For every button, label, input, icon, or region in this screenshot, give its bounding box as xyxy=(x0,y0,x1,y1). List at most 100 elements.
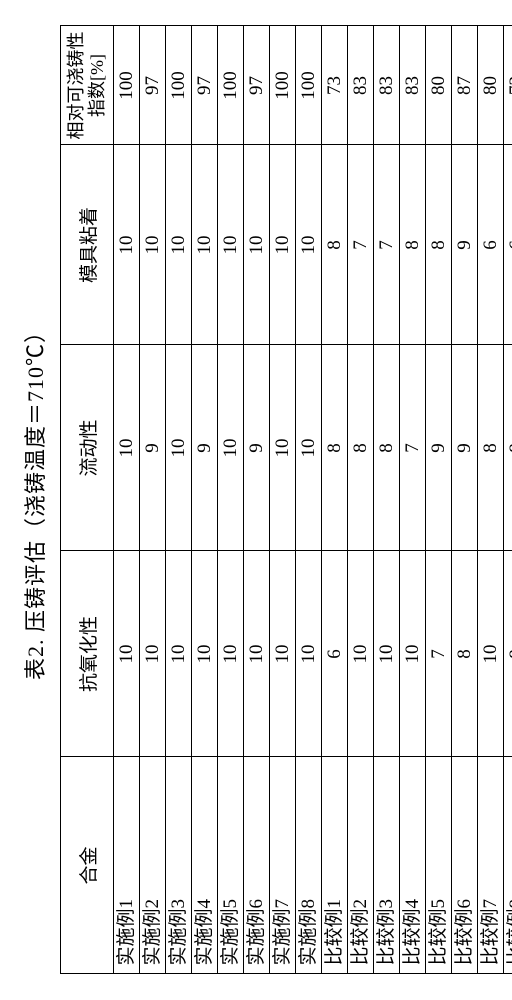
cell-cast-index: 100 xyxy=(218,26,244,145)
cell-alloy: 比较例5 xyxy=(426,757,452,974)
cell-oxidation: 6 xyxy=(322,551,348,757)
cell-fluidity: 9 xyxy=(140,345,166,551)
cell-fluidity: 8 xyxy=(504,345,512,551)
cell-fluidity: 7 xyxy=(400,345,426,551)
cell-cast-index: 87 xyxy=(452,26,478,145)
cell-sticking: 10 xyxy=(114,145,140,345)
cell-sticking: 10 xyxy=(218,145,244,345)
cell-oxidation: 10 xyxy=(166,551,192,757)
cell-fluidity: 10 xyxy=(114,345,140,551)
cell-oxidation: 7 xyxy=(426,551,452,757)
cell-cast-index: 73 xyxy=(504,26,512,145)
cell-alloy: 实施例4 xyxy=(192,757,218,974)
cell-alloy: 实施例8 xyxy=(296,757,322,974)
table-row: 比较例689987 xyxy=(452,26,478,974)
cell-fluidity: 9 xyxy=(244,345,270,551)
cell-oxidation: 10 xyxy=(374,551,400,757)
table-row: 比较例168873 xyxy=(322,26,348,974)
cell-cast-index: 97 xyxy=(140,26,166,145)
cell-sticking: 10 xyxy=(296,145,322,345)
rotated-content: 表2. 压铸评估（浇铸温度＝710℃） 合金 抗氧化性 流动性 模具粘着 相对可… xyxy=(0,0,512,1000)
cell-cast-index: 97 xyxy=(192,26,218,145)
cell-oxidation: 10 xyxy=(114,551,140,757)
cell-sticking: 9 xyxy=(452,145,478,345)
table-row: 实施例1101010100 xyxy=(114,26,140,974)
col-header-cast-index-line2: 指数[%] xyxy=(87,54,107,117)
table-row: 实施例8101010100 xyxy=(296,26,322,974)
cell-cast-index: 97 xyxy=(244,26,270,145)
cell-cast-index: 83 xyxy=(348,26,374,145)
cell-cast-index: 80 xyxy=(426,26,452,145)
cell-alloy: 比较例6 xyxy=(452,757,478,974)
cell-alloy: 比较例3 xyxy=(374,757,400,974)
col-header-oxidation: 抗氧化性 xyxy=(61,551,114,757)
cell-alloy: 比较例8 xyxy=(504,757,512,974)
cell-sticking: 10 xyxy=(270,145,296,345)
table-row: 实施例7101010100 xyxy=(270,26,296,974)
table-row: 比较例7108680 xyxy=(478,26,504,974)
cell-oxidation: 8 xyxy=(452,551,478,757)
cell-sticking: 7 xyxy=(374,145,400,345)
cell-fluidity: 10 xyxy=(296,345,322,551)
cell-alloy: 实施例3 xyxy=(166,757,192,974)
cell-fluidity: 10 xyxy=(218,345,244,551)
table-row: 比较例579880 xyxy=(426,26,452,974)
table-row: 比较例2108783 xyxy=(348,26,374,974)
col-header-cast-index-line1: 相对可浇铸性 xyxy=(66,32,86,140)
cell-oxidation: 10 xyxy=(218,551,244,757)
cell-alloy: 实施例1 xyxy=(114,757,140,974)
header-row: 合金 抗氧化性 流动性 模具粘着 相对可浇铸性 指数[%] xyxy=(61,26,114,974)
table-caption: 表2. 压铸评估（浇铸温度＝710℃） xyxy=(18,320,50,680)
cell-sticking: 8 xyxy=(322,145,348,345)
col-header-fluidity: 流动性 xyxy=(61,345,114,551)
cell-sticking: 10 xyxy=(166,145,192,345)
cell-fluidity: 9 xyxy=(452,345,478,551)
cell-oxidation: 10 xyxy=(270,551,296,757)
cell-oxidation: 10 xyxy=(244,551,270,757)
cell-oxidation: 10 xyxy=(140,551,166,757)
col-header-sticking: 模具粘着 xyxy=(61,145,114,345)
cell-alloy: 比较例4 xyxy=(400,757,426,974)
cell-sticking: 6 xyxy=(504,145,512,345)
cell-cast-index: 100 xyxy=(270,26,296,145)
cell-alloy: 比较例7 xyxy=(478,757,504,974)
cell-fluidity: 8 xyxy=(374,345,400,551)
cell-oxidation: 10 xyxy=(400,551,426,757)
die-casting-evaluation-table: 合金 抗氧化性 流动性 模具粘着 相对可浇铸性 指数[%] 实施例1101010… xyxy=(60,26,512,975)
table-row: 实施例3101010100 xyxy=(166,26,192,974)
cell-sticking: 10 xyxy=(192,145,218,345)
cell-alloy: 实施例2 xyxy=(140,757,166,974)
cell-oxidation: 10 xyxy=(348,551,374,757)
col-header-cast-index: 相对可浇铸性 指数[%] xyxy=(61,26,114,145)
cell-sticking: 10 xyxy=(140,145,166,345)
cell-fluidity: 9 xyxy=(192,345,218,551)
cell-alloy: 比较例1 xyxy=(322,757,348,974)
table-row: 比较例4107883 xyxy=(400,26,426,974)
cell-cast-index: 100 xyxy=(166,26,192,145)
cell-alloy: 实施例6 xyxy=(244,757,270,974)
cell-cast-index: 83 xyxy=(374,26,400,145)
table-row: 实施例61091097 xyxy=(244,26,270,974)
cell-oxidation: 8 xyxy=(504,551,512,757)
table-row: 实施例41091097 xyxy=(192,26,218,974)
cell-cast-index: 73 xyxy=(322,26,348,145)
cell-cast-index: 83 xyxy=(400,26,426,145)
table-row: 实施例5101010100 xyxy=(218,26,244,974)
cell-sticking: 6 xyxy=(478,145,504,345)
cell-fluidity: 10 xyxy=(166,345,192,551)
page: 表2. 压铸评估（浇铸温度＝710℃） 合金 抗氧化性 流动性 模具粘着 相对可… xyxy=(0,0,512,1000)
cell-fluidity: 8 xyxy=(348,345,374,551)
cell-sticking: 8 xyxy=(400,145,426,345)
cell-alloy: 实施例7 xyxy=(270,757,296,974)
cell-alloy: 比较例2 xyxy=(348,757,374,974)
table-row: 实施例21091097 xyxy=(140,26,166,974)
cell-oxidation: 10 xyxy=(478,551,504,757)
table-row: 比较例888673 xyxy=(504,26,512,974)
cell-sticking: 8 xyxy=(426,145,452,345)
col-header-alloy: 合金 xyxy=(61,757,114,974)
cell-cast-index: 100 xyxy=(114,26,140,145)
cell-sticking: 10 xyxy=(244,145,270,345)
cell-fluidity: 9 xyxy=(426,345,452,551)
cell-fluidity: 8 xyxy=(322,345,348,551)
cell-cast-index: 100 xyxy=(296,26,322,145)
